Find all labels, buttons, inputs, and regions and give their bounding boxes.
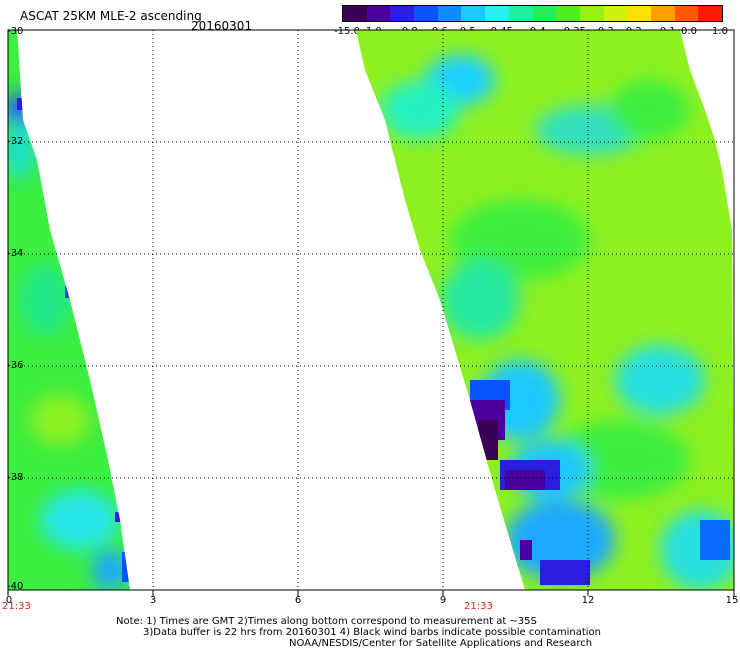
colorbar-swatch (627, 6, 651, 21)
colorbar-swatch (556, 6, 580, 21)
colorbar (342, 5, 723, 22)
y-tick-label: -32 (7, 136, 24, 147)
gridlines (8, 30, 734, 590)
colorbar-tick-label: 1.0 (712, 26, 728, 37)
y-tick-label: -40 (7, 581, 24, 592)
colorbar-swatch (650, 6, 675, 21)
y-tick-label: -38 (7, 472, 24, 483)
x-tick-label: 9 (439, 595, 447, 606)
colorbar-swatch (532, 6, 557, 21)
x-tick-label: 0 (5, 595, 13, 606)
colorbar-swatch (508, 6, 533, 21)
colorbar-swatch (437, 6, 462, 21)
map-date: 20160301 (191, 19, 253, 33)
y-tick-label: -30 (7, 26, 24, 37)
footnote-line-2: 3)Data buffer is 22 hrs from 20160301 4)… (143, 627, 601, 638)
colorbar-swatch (343, 6, 367, 21)
colorbar-swatch (366, 6, 391, 21)
y-tick-label: -34 (7, 248, 24, 259)
pass-time-right: 21:33 (464, 601, 493, 612)
colorbar-swatch (579, 6, 604, 21)
colorbar-swatch (461, 6, 486, 21)
plot-frame (7, 29, 735, 591)
footnote-line-1: Note: 1) Times are GMT 2)Times along bot… (116, 616, 537, 627)
x-tick-label: 3 (149, 595, 157, 606)
y-tick-label: -36 (7, 360, 24, 371)
colorbar-swatch (414, 6, 438, 21)
axis-ticks (7, 590, 735, 596)
left-swath (8, 30, 130, 590)
map-title: ASCAT 25KM MLE-2 ascending (20, 9, 202, 23)
footnote-line-3: NOAA/NESDIS/Center for Satellite Applica… (289, 638, 593, 649)
colorbar-swatch (698, 6, 722, 21)
colorbar-tick-label: -15.0 (334, 26, 360, 37)
colorbar-swatch (603, 6, 628, 21)
x-tick-label: 15 (725, 595, 739, 606)
x-tick-label: 12 (581, 595, 595, 606)
x-tick-label: 6 (294, 595, 302, 606)
pass-time-left: 21:33 (2, 601, 31, 612)
colorbar-swatch (390, 6, 415, 21)
colorbar-swatch (485, 6, 509, 21)
colorbar-tick-label: 0.0 (681, 26, 697, 37)
colorbar-swatch (674, 6, 699, 21)
right-swath (356, 30, 734, 590)
